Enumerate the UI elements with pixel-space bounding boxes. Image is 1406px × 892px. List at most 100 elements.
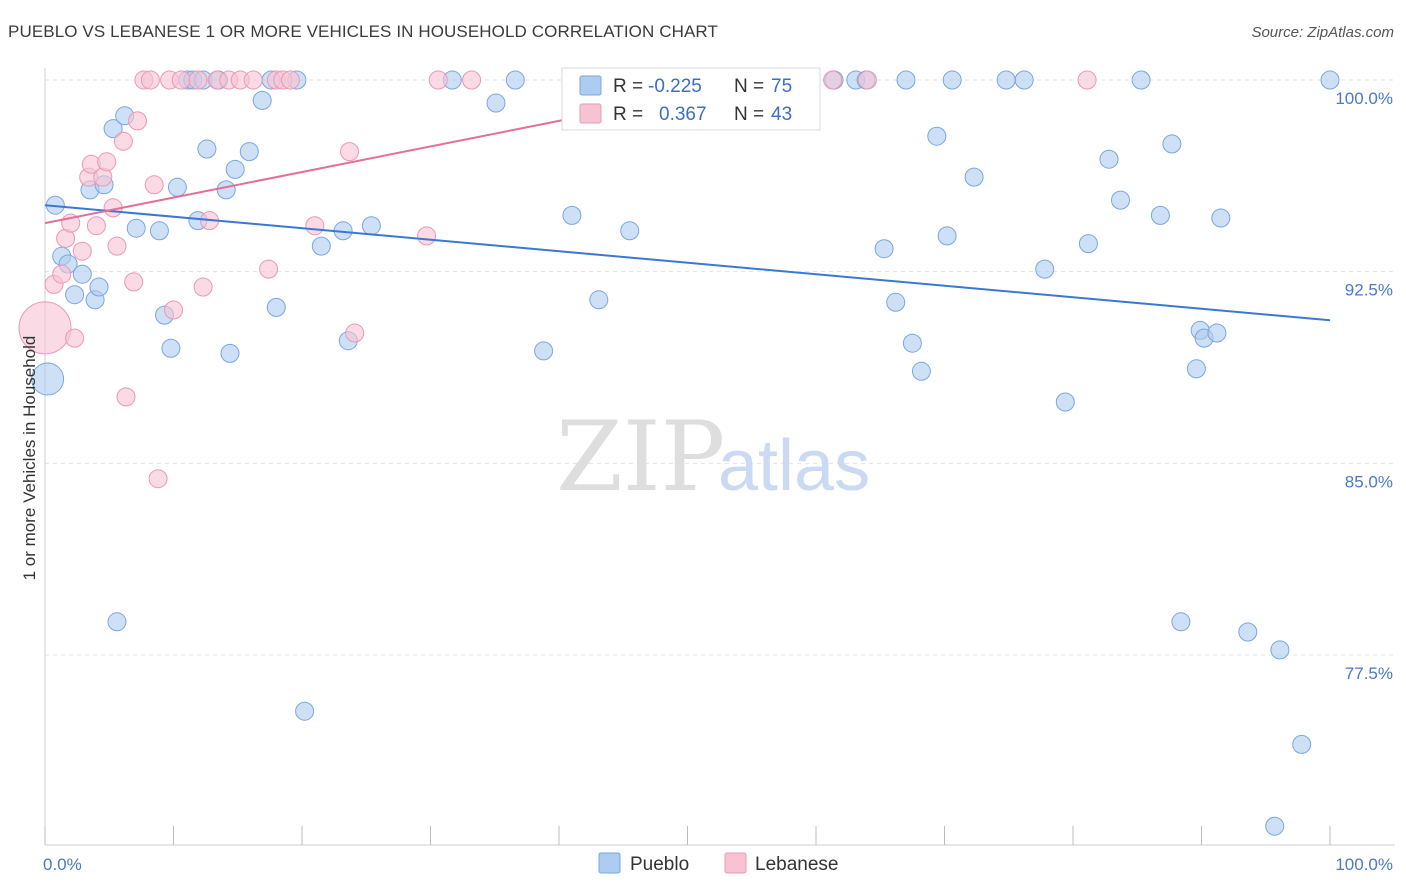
lebanese-point-2 (52, 264, 72, 284)
pueblo-point-57 (996, 70, 1016, 90)
lebanese-point-40 (428, 70, 448, 90)
pueblo-point-30 (266, 297, 286, 317)
legend-pueblo-swatch (579, 75, 602, 96)
pueblo-point-72 (1211, 208, 1231, 228)
y-tick-label-0: 100.0% (1335, 89, 1393, 108)
lebanese-point-14 (113, 131, 133, 151)
lebanese-point-31 (243, 70, 263, 90)
lebanese-point-41 (462, 70, 482, 90)
watermark-atlas: atlas (718, 426, 870, 506)
pueblo-point-41 (562, 205, 582, 225)
pueblo-point-60 (1055, 392, 1075, 412)
pueblo-point-5 (72, 264, 92, 284)
lebanese-point-23 (164, 300, 183, 320)
series-legend: Pueblo Lebanese (598, 852, 838, 875)
watermark: ZIP atlas (556, 401, 870, 513)
lebanese-point-17 (128, 111, 147, 131)
pueblo-point-64 (1131, 70, 1151, 90)
legend-pueblo-r-value: -0.225 (648, 76, 702, 97)
lebanese-point-5 (65, 328, 85, 348)
y-axis-label: 1 or more Vehicles in Household (20, 336, 39, 581)
pueblo-point-66 (1162, 134, 1182, 154)
legend-item-pueblo-swatch (598, 852, 621, 874)
legend-item-pueblo-label: Pueblo (630, 854, 689, 875)
source-credit: Source: ZipAtlas.com (1251, 24, 1394, 41)
pueblo-point-36 (361, 216, 381, 236)
lebanese-point-13 (107, 236, 127, 256)
lebanese-point-16 (124, 272, 144, 292)
pueblo-point-24 (216, 180, 236, 200)
pueblo-point-25 (220, 343, 240, 363)
stats-legend-box (561, 67, 821, 131)
pueblo-point-10 (103, 119, 123, 139)
x-tick-label-1: 100.0% (1335, 855, 1393, 874)
pueblo-point-26 (225, 159, 245, 179)
legend-lebanese-n-label: N = (734, 104, 764, 125)
legend-lebanese-swatch (579, 103, 602, 124)
legend-pueblo-r-label: R = (613, 76, 643, 97)
y-tick-label-3: 77.5% (1345, 664, 1393, 683)
lebanese-point-20 (144, 175, 164, 195)
pueblo-point-42 (589, 290, 609, 310)
y-tick-labels: 100.0% 92.5% 85.0% 77.5% (1335, 89, 1393, 683)
lebanese-point-43 (857, 70, 877, 90)
pueblo-point-53 (927, 126, 947, 146)
legend-lebanese-r-value: 0.367 (659, 104, 707, 125)
lebanese-point-15 (116, 387, 136, 407)
lebanese-point-36 (305, 216, 325, 236)
lebanese-point-6 (72, 241, 92, 261)
y-tick-label-1: 92.5% (1345, 281, 1393, 300)
pueblo-point-13 (126, 218, 146, 238)
lebanese-point-39 (417, 226, 437, 246)
lebanese-point-0 (18, 301, 72, 355)
pueblo-point-54 (937, 226, 957, 246)
axes (44, 68, 1395, 846)
pueblo-point-55 (942, 70, 962, 90)
pueblo-point-56 (964, 167, 984, 187)
series-lebanese-points (18, 70, 1097, 489)
legend-item-lebanese-swatch (724, 852, 747, 874)
lebanese-point-24 (171, 70, 191, 90)
x-tick-label-0: 0.0% (43, 855, 82, 874)
lebanese-point-26 (193, 277, 213, 297)
legend-lebanese-r-label: R = (613, 104, 643, 125)
lebanese-point-21 (148, 469, 168, 489)
pueblo-point-28 (252, 90, 272, 110)
pueblo-point-48 (874, 239, 894, 259)
pueblo-point-74 (1265, 816, 1285, 836)
lebanese-point-37 (340, 142, 359, 162)
pueblo-point-22 (197, 139, 217, 159)
lebanese-point-35 (280, 70, 300, 90)
lebanese-point-19 (140, 70, 160, 90)
pueblo-point-14 (149, 221, 169, 241)
x-tick-labels: 0.0% 100.0% (43, 855, 1393, 874)
pueblo-point-65 (1150, 205, 1170, 225)
pueblo-point-49 (886, 292, 906, 312)
pueblo-point-8 (89, 277, 109, 297)
lebanese-point-38 (345, 323, 365, 343)
pueblo-point-51 (902, 333, 922, 353)
pueblo-point-38 (486, 93, 506, 113)
pueblo-point-52 (911, 361, 931, 381)
pueblo-trend-line (44, 204, 1331, 322)
chart-title: PUEBLO VS LEBANESE 1 OR MORE VEHICLES IN… (8, 22, 718, 41)
lebanese-point-32 (259, 259, 279, 279)
pueblo-point-50 (896, 70, 916, 90)
pueblo-point-63 (1111, 190, 1130, 210)
legend-lebanese-n-value: 43 (771, 104, 792, 125)
pueblo-point-11 (107, 612, 127, 632)
pueblo-point-32 (295, 701, 315, 721)
pueblo-point-67 (1171, 612, 1191, 632)
lebanese-point-42 (823, 70, 843, 90)
pueblo-point-75 (1270, 640, 1290, 660)
lebanese-point-25 (188, 70, 208, 90)
pueblo-point-0 (31, 362, 65, 396)
pueblo-point-4 (65, 285, 85, 305)
stats-legend: R = -0.225 N = 75 R = 0.367 N = 43 (561, 67, 821, 131)
pueblo-point-68 (1186, 359, 1206, 379)
lebanese-point-9 (86, 216, 106, 236)
pueblo-point-61 (1078, 234, 1098, 254)
legend-pueblo-n-value: 75 (771, 76, 792, 97)
pueblo-point-62 (1099, 149, 1119, 169)
pueblo-point-16 (161, 338, 181, 358)
